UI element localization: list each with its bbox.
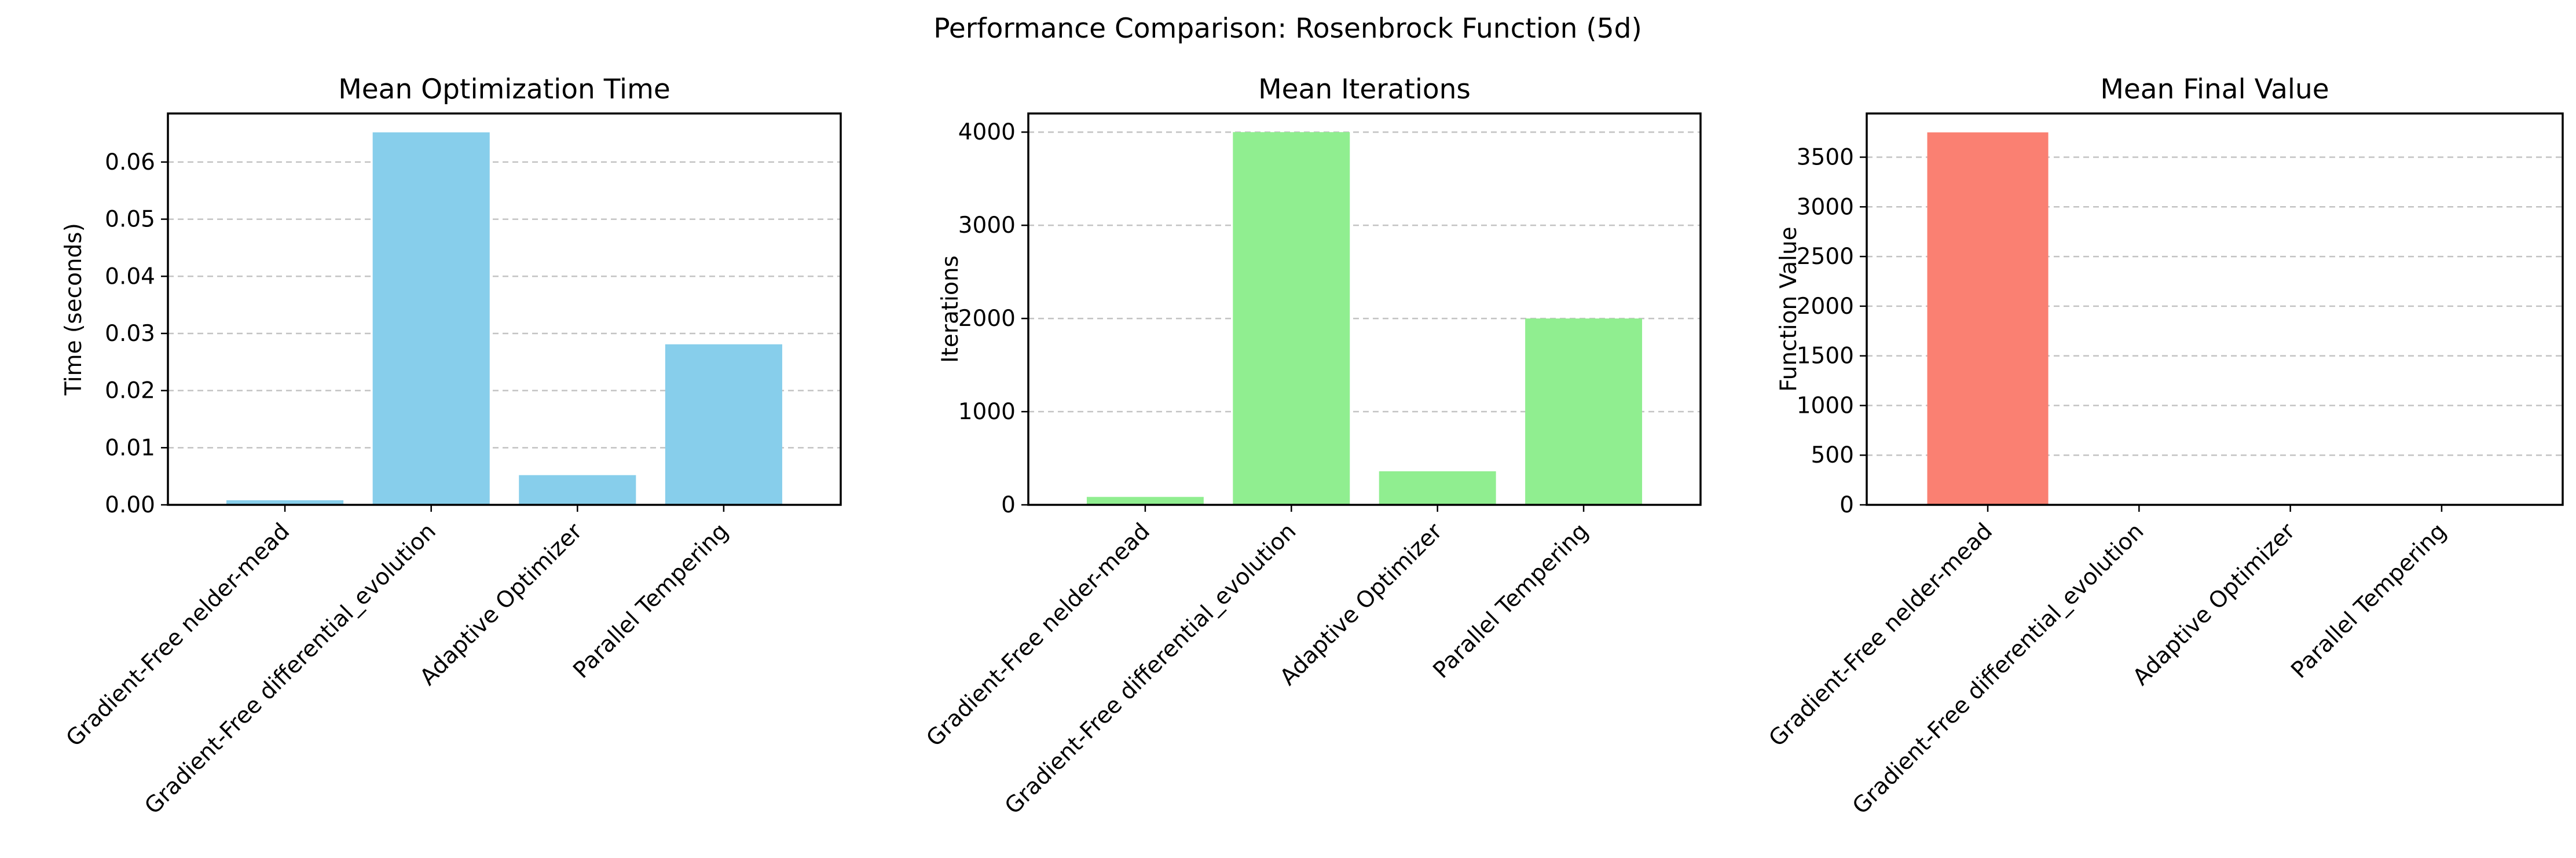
x-tick-label: Adaptive Optimizer xyxy=(2128,518,2300,691)
y-tick-label: 0 xyxy=(1001,492,1016,518)
panel-title: Mean Optimization Time xyxy=(338,74,670,105)
y-axis-label: Iterations xyxy=(937,255,963,363)
panel-title: Mean Iterations xyxy=(1258,74,1471,105)
bar-1 xyxy=(1086,497,1204,505)
y-tick-label: 0.04 xyxy=(105,263,155,289)
y-tick-label: 0.00 xyxy=(105,492,155,518)
panels: 0.00 0.01 0.02 0.03 0.04 0.05 0.06 Gradient-Fre… xyxy=(61,74,2564,820)
y-tick-label: 500 xyxy=(1811,442,1854,468)
y-tick-label: 3500 xyxy=(1797,144,1854,170)
y-axis-label: Function Value xyxy=(1776,226,1802,391)
x-tick-label: Adaptive Optimizer xyxy=(1275,518,1448,691)
y-tick-label: 0 xyxy=(1840,492,1854,518)
panel-title: Mean Final Value xyxy=(2100,74,2329,105)
y-tick-label: 1500 xyxy=(1797,343,1854,369)
axes-frame xyxy=(1866,112,2564,506)
bar-1 xyxy=(1927,132,2049,505)
y-tick-label: 1000 xyxy=(1797,393,1854,419)
bar-2 xyxy=(372,132,490,505)
bar-2 xyxy=(1233,132,1350,505)
x-tick-label: Parallel Tempering xyxy=(568,518,734,684)
bar-3 xyxy=(519,475,636,505)
bar-1 xyxy=(226,500,344,505)
chart-panel-3: 0 500 1000 1500 2000 2500 3000 3500 Gradient-Fre… xyxy=(1764,74,2564,820)
chart-panel-1: 0.00 0.01 0.02 0.03 0.04 0.05 0.06 Gradient-Fre… xyxy=(61,74,842,820)
y-tick-label: 3000 xyxy=(958,212,1016,239)
x-tick-label: Gradient-Free differential_evolution xyxy=(140,518,441,819)
y-tick-label: 0.02 xyxy=(105,378,155,404)
y-tick-label: 0.01 xyxy=(105,435,155,461)
y-tick-label: 0.05 xyxy=(105,207,155,233)
axes-frame xyxy=(167,112,842,506)
x-tick-label: Gradient-Free differential_evolution xyxy=(1000,518,1301,819)
y-tick-label: 4000 xyxy=(958,119,1016,145)
figure-suptitle: Performance Comparison: Rosenbrock Funct… xyxy=(933,13,1642,45)
x-tick-label: Adaptive Optimizer xyxy=(415,518,588,691)
x-tick-label: Parallel Tempering xyxy=(1428,518,1594,684)
axes-frame xyxy=(1027,112,1702,506)
y-tick-label: 0.06 xyxy=(105,149,155,175)
bar-4 xyxy=(665,344,782,505)
y-tick-label: 1000 xyxy=(958,399,1016,425)
y-axis-label: Time (seconds) xyxy=(61,223,87,396)
y-tick-label: 2000 xyxy=(1797,294,1854,320)
x-tick-label: Gradient-Free differential_evolution xyxy=(1848,518,2149,819)
bar-3 xyxy=(1379,471,1496,505)
bar-4 xyxy=(1525,318,1643,505)
y-tick-label: 3000 xyxy=(1797,194,1854,220)
x-tick-label: Parallel Tempering xyxy=(2286,518,2452,684)
y-tick-label: 2500 xyxy=(1797,244,1854,270)
y-tick-label: 2000 xyxy=(958,306,1016,332)
y-tick-label: 0.03 xyxy=(105,321,155,347)
